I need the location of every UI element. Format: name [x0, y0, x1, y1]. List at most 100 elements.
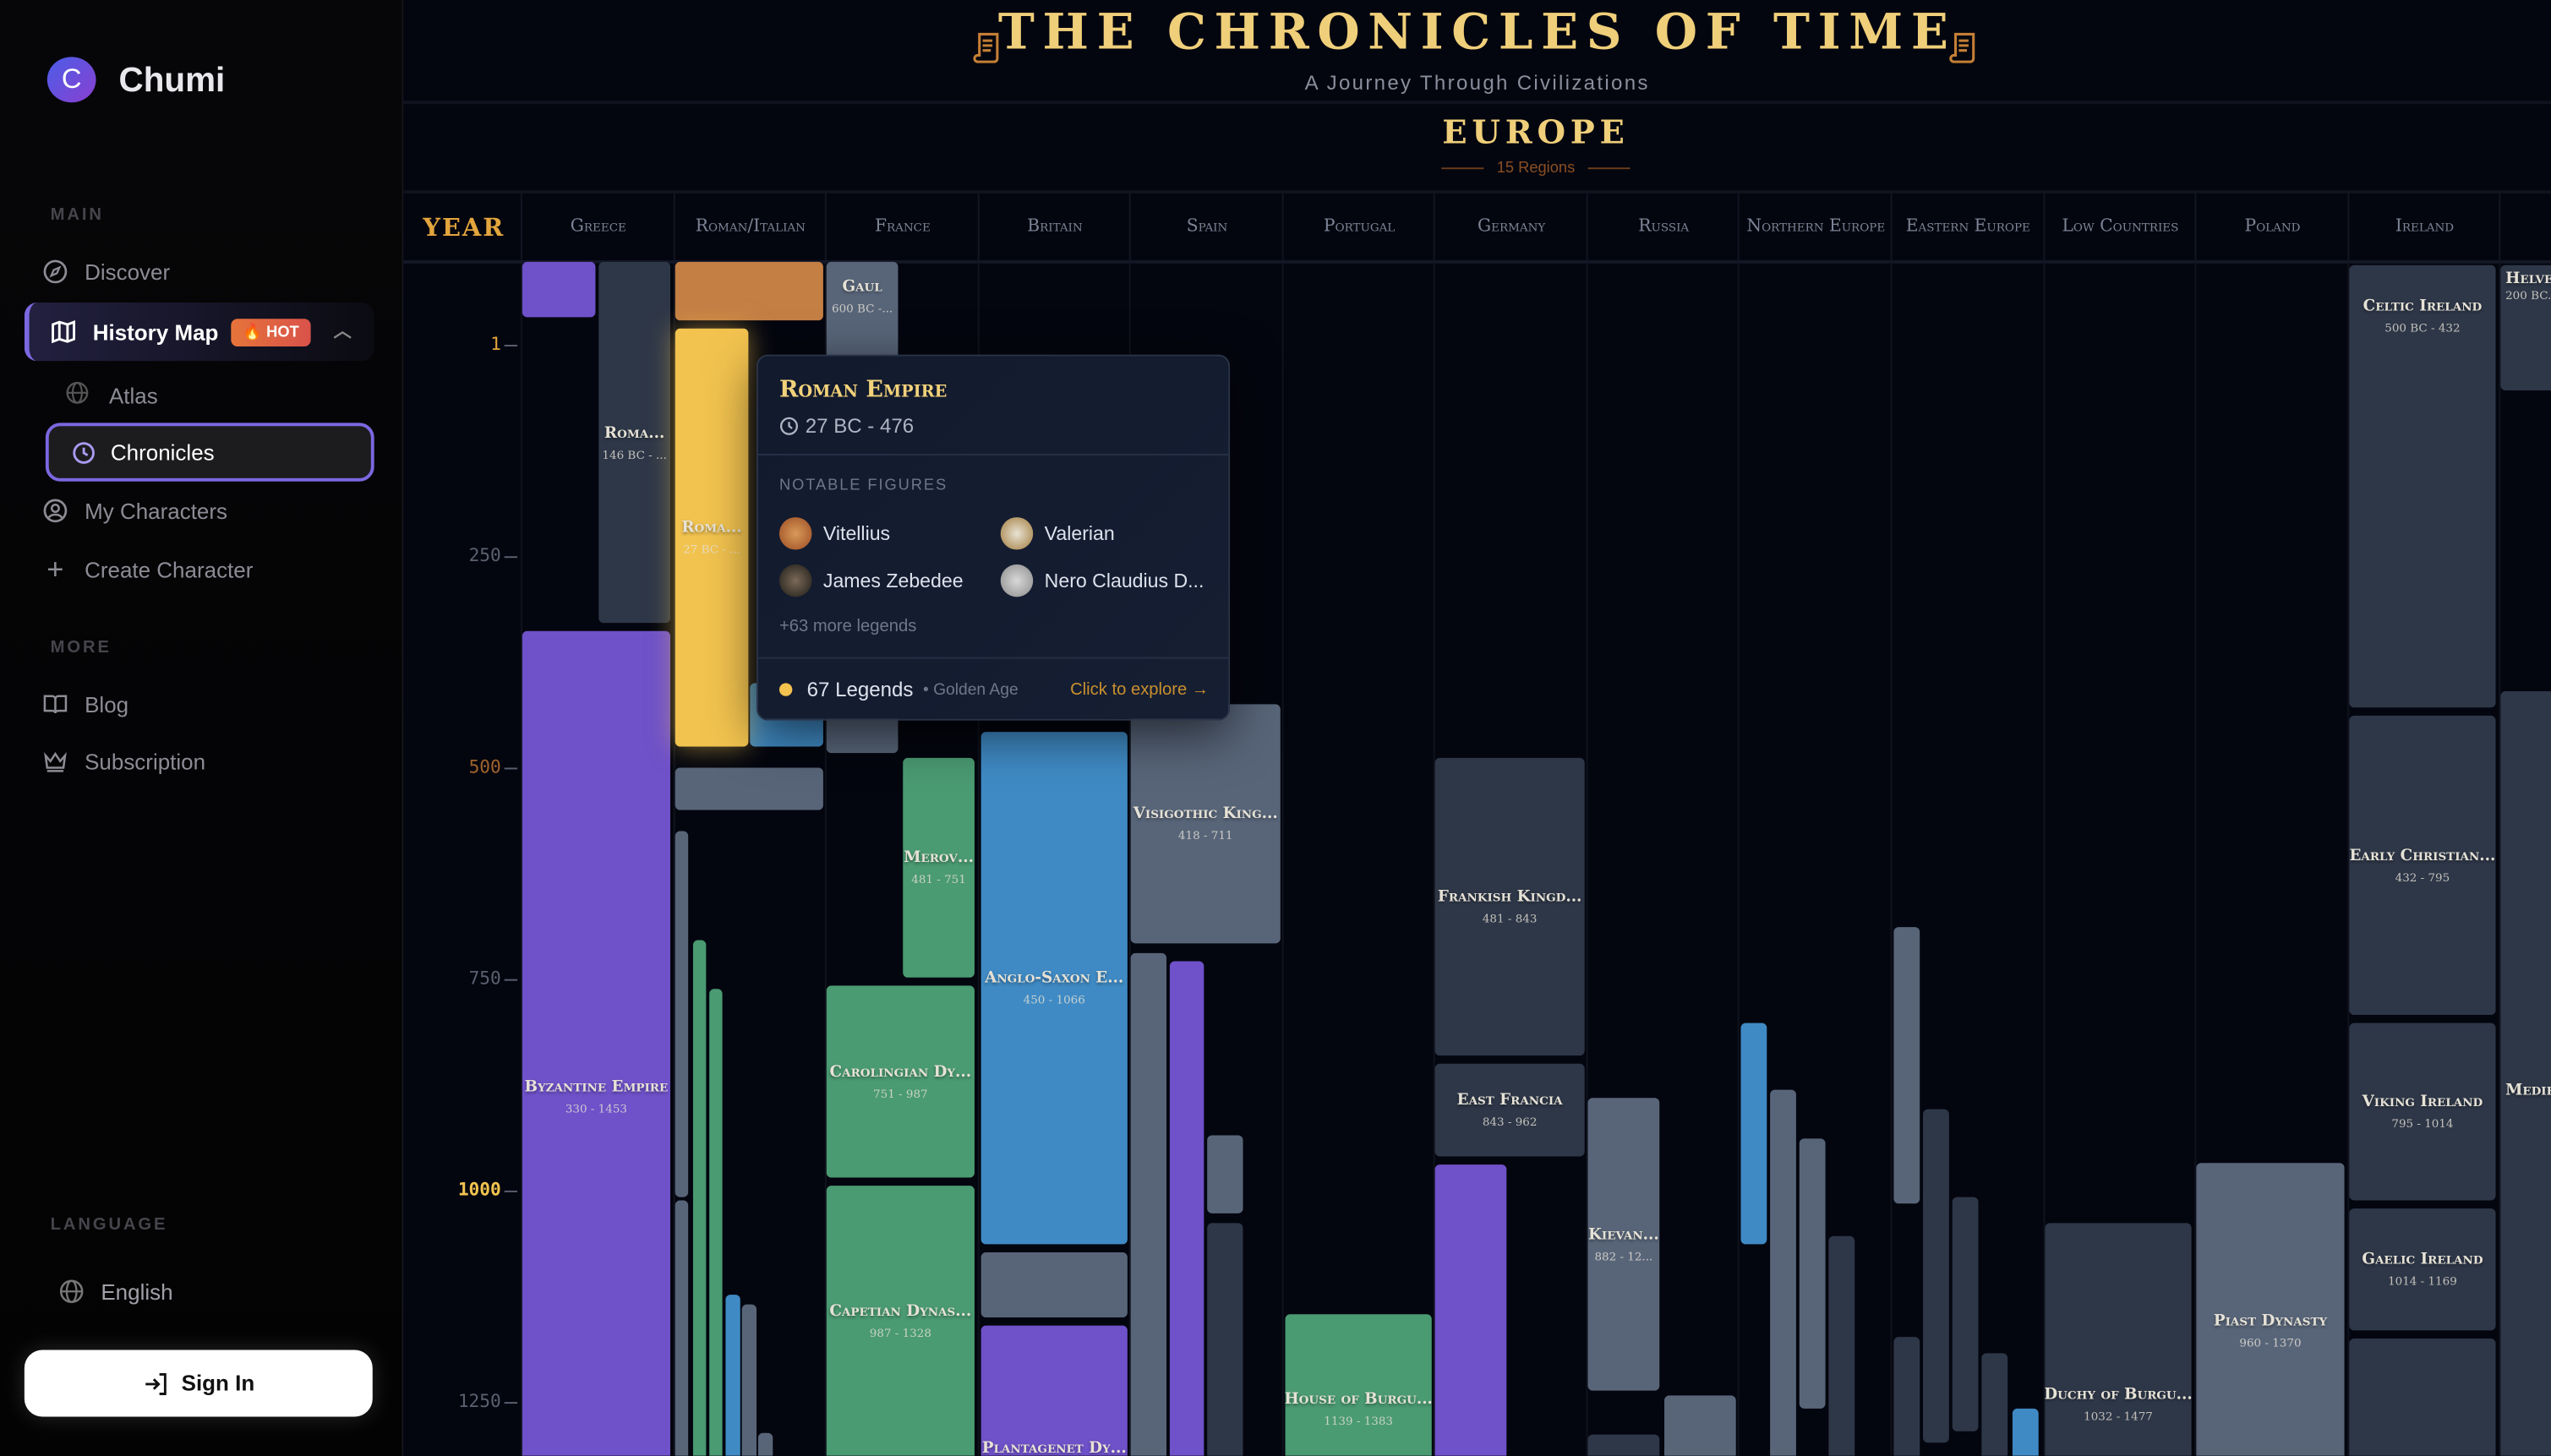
period-block[interactable]: [1207, 1223, 1243, 1456]
period-anglo-saxon[interactable]: Anglo-Saxon E... 450 - 1066: [981, 732, 1128, 1245]
period-block[interactable]: [1770, 1089, 1796, 1456]
period-gaelic-ireland[interactable]: Gaelic Ireland 1014 - 1169: [2349, 1208, 2496, 1331]
brand-name[interactable]: Chumi: [118, 62, 226, 100]
period-roman-empire-highlighted[interactable]: Roma... 27 BC - ...: [675, 328, 749, 747]
region-column-header[interactable]: Poland: [2194, 190, 2349, 260]
period-east-francia[interactable]: East Francia 843 - 962: [1434, 1063, 1585, 1157]
period-medieval-switzerland[interactable]: Medie...: [2500, 691, 2551, 1456]
period-block[interactable]: [675, 1200, 689, 1456]
period-block[interactable]: [1740, 1022, 1767, 1245]
region-column-header[interactable]: Swi: [2499, 190, 2551, 260]
period-block[interactable]: [1981, 1353, 2008, 1456]
user-circle-icon: [41, 496, 70, 526]
sidebar-item-subscription[interactable]: Subscription: [41, 740, 205, 783]
region-column-header[interactable]: France: [825, 190, 979, 260]
region-column-header[interactable]: Germany: [1434, 190, 1587, 260]
region-column-header[interactable]: Portugal: [1281, 190, 1435, 260]
sidebar-item-blog[interactable]: Blog: [41, 683, 128, 725]
sidebar-item-discover[interactable]: Discover: [41, 250, 170, 292]
period-block[interactable]: [675, 831, 689, 1197]
period-block[interactable]: [1169, 961, 1204, 1456]
period-dates: 500 BC - 432: [2384, 322, 2461, 335]
sidebar-item-create-character[interactable]: + Create Character: [41, 548, 253, 591]
language-selector[interactable]: English: [57, 1270, 173, 1312]
figure-valerian[interactable]: Valerian: [1000, 517, 1115, 550]
region-column-header[interactable]: Russia: [1586, 190, 1740, 260]
period-block[interactable]: [741, 1304, 757, 1456]
period-block[interactable]: [1664, 1395, 1736, 1456]
period-visigothic[interactable]: Visigothic King... 418 - 711: [1130, 704, 1281, 944]
period-block[interactable]: [675, 767, 823, 810]
region-column-header[interactable]: Roman/Italian: [672, 190, 827, 260]
column-gridline: [1129, 263, 1132, 1456]
period-celtic-ireland[interactable]: Celtic Ireland 500 BC - 432: [2349, 264, 2496, 708]
period-block[interactable]: [1130, 952, 1167, 1456]
period-block[interactable]: [1587, 1434, 1660, 1456]
period-block[interactable]: [2012, 1408, 2039, 1456]
period-block[interactable]: [1893, 1337, 1920, 1456]
region-column-header[interactable]: Greece: [520, 190, 675, 260]
period-roman-republic[interactable]: Roma... 146 BC - ...: [598, 261, 670, 624]
region-column-header[interactable]: Northern Europe: [1738, 190, 1892, 260]
period-name: Merov...: [904, 848, 974, 867]
period-dates: 795 - 1014: [2391, 1117, 2454, 1131]
region-column-header[interactable]: Ireland: [2346, 190, 2501, 260]
crown-icon: [41, 746, 70, 776]
period-block[interactable]: [1434, 1164, 1507, 1456]
period-dates: 960 - 1370: [2239, 1337, 2302, 1350]
period-name: Carolingian Dy...: [829, 1062, 972, 1081]
period-carolingian[interactable]: Carolingian Dy... 751 - 987: [826, 985, 975, 1178]
region-column-header[interactable]: Spain: [1129, 190, 1283, 260]
period-block[interactable]: [725, 1295, 740, 1456]
region-column-header[interactable]: Britain: [977, 190, 1131, 260]
period-name: Celtic Ireland: [2363, 297, 2483, 316]
region-column-header[interactable]: Low Countries: [2042, 190, 2197, 260]
period-block[interactable]: [709, 989, 723, 1456]
period-piast-dynasty[interactable]: Piast Dynasty 960 - 1370: [2196, 1163, 2345, 1456]
period-viking-ireland[interactable]: Viking Ireland 795 - 1014: [2349, 1022, 2496, 1201]
period-frankish-kingdom[interactable]: Frankish Kingd... 481 - 843: [1434, 757, 1585, 1056]
chevron-up-icon[interactable]: ︿: [333, 322, 352, 342]
scroll-icon: [1949, 30, 1979, 65]
sign-in-button[interactable]: Sign In: [24, 1350, 373, 1417]
blog-label: Blog: [85, 691, 129, 717]
period-capetian[interactable]: Capetian Dynas... 987 - 1328: [826, 1186, 975, 1456]
period-plantagenet[interactable]: Plantagenet Dy...: [981, 1325, 1128, 1456]
period-block[interactable]: [692, 940, 707, 1456]
figure-nero[interactable]: Nero Claudius D...: [1000, 564, 1204, 597]
period-block[interactable]: [757, 1432, 773, 1456]
period-block[interactable]: [1799, 1138, 1826, 1409]
period-block[interactable]: [1893, 927, 1920, 1204]
section-language-label: LANGUAGE: [50, 1214, 168, 1235]
notable-figures-label: NOTABLE FIGURES: [778, 476, 948, 495]
period-block[interactable]: [2349, 1339, 2496, 1456]
period-block[interactable]: [522, 261, 596, 318]
sidebar-item-history-map[interactable]: History Map 🔥 HOT ︿: [24, 303, 374, 362]
more-legends[interactable]: +63 more legends: [778, 616, 917, 636]
sidebar-item-chronicles[interactable]: Chronicles: [45, 423, 374, 482]
period-byzantine-empire[interactable]: Byzantine Empire 330 - 1453: [522, 630, 670, 1456]
period-early-christian-ireland[interactable]: Early Christian... 432 - 795: [2349, 715, 2496, 1016]
explore-link[interactable]: Click to explore →: [1070, 679, 1210, 700]
column-gridline: [825, 263, 827, 1456]
chumi-logo-icon[interactable]: C: [46, 57, 96, 103]
period-merovingian[interactable]: Merov... 481 - 751: [903, 757, 975, 978]
region-column-header[interactable]: Eastern Europe: [1890, 190, 2044, 260]
figure-vitellius[interactable]: Vitellius: [778, 517, 890, 550]
period-block[interactable]: [1952, 1197, 1979, 1431]
period-tooltip[interactable]: Roman Empire 27 BC - 476 NOTABLE FIGURES…: [757, 354, 1231, 721]
period-helvetii[interactable]: Helve...200 BC...: [2500, 264, 2551, 390]
sidebar-item-atlas[interactable]: Atlas: [65, 380, 158, 410]
period-block[interactable]: [1923, 1109, 1949, 1443]
period-block[interactable]: [1207, 1135, 1243, 1213]
period-name: House of Burgu...: [1285, 1390, 1432, 1409]
sidebar-item-my-characters[interactable]: My Characters: [41, 489, 227, 532]
period-name: Duchy of Burgu...: [2045, 1385, 2192, 1404]
period-kievan-rus[interactable]: Kievan... 882 - 12...: [1587, 1098, 1660, 1391]
period-house-of-burgundy[interactable]: House of Burgu... 1139 - 1383: [1285, 1314, 1432, 1456]
period-block[interactable]: [1828, 1235, 1855, 1456]
figure-james-zebedee[interactable]: James Zebedee: [778, 564, 964, 597]
period-block[interactable]: [981, 1252, 1128, 1318]
period-duchy-of-burgundy[interactable]: Duchy of Burgu... 1032 - 1477: [2045, 1223, 2192, 1456]
period-block[interactable]: [675, 261, 823, 321]
